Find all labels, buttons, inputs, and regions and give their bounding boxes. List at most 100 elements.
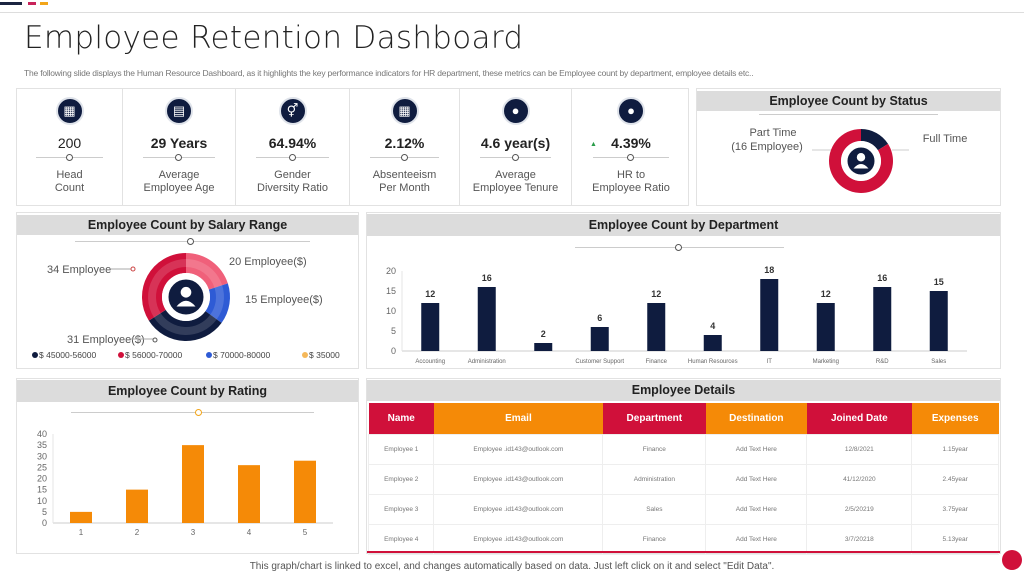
slider-track (143, 154, 215, 161)
legend-item: $ 56000-70000 (125, 350, 182, 360)
panel-title: Employee Count by Department (367, 214, 1000, 236)
x-tick-label: Human Resources (688, 359, 738, 365)
kpi-label: Gender Diversity Ratio (236, 169, 349, 195)
column-header[interactable]: Joined Date (806, 403, 912, 434)
x-tick-label: 3 (191, 528, 196, 537)
table-row[interactable]: Employee 3 Employee .id143@outlook.com Sal… (367, 493, 999, 525)
data-label: 16 (877, 273, 887, 283)
salary-slice (142, 253, 186, 321)
column-header[interactable]: Department (602, 403, 706, 434)
kpi-label: HR to Employee Ratio (572, 169, 690, 195)
label-full-time: Full Time (923, 133, 968, 145)
column-header[interactable]: Name (368, 403, 434, 434)
slider-track (75, 238, 310, 245)
kpi-value: 2.12% (384, 135, 425, 151)
slider-knob[interactable] (175, 154, 182, 161)
column-header[interactable]: Destination (705, 403, 807, 434)
salary-slice-band (210, 285, 224, 320)
data-label: 18 (764, 265, 774, 275)
bar (647, 303, 666, 351)
table-cell: Employee .id143@outlook.com (433, 523, 604, 555)
y-tick-label: 0 (391, 346, 396, 356)
x-tick-label: 4 (247, 528, 252, 537)
kpi-value: 4.6 year(s) (480, 135, 551, 151)
kpi-label-line: Employee Tenure (472, 182, 559, 194)
slider-knob[interactable] (187, 238, 194, 245)
table-cell: Add Text Here (705, 463, 808, 495)
table-row[interactable]: Employee 4 Employee .id143@outlook.com Fin… (367, 523, 999, 555)
page-title: Employee Retention Dashboard (24, 20, 524, 56)
slider-knob[interactable] (511, 154, 519, 161)
kpi-label-line: Average (158, 169, 200, 181)
slider-knob[interactable] (288, 154, 296, 161)
salary-slice (186, 253, 228, 290)
column-header[interactable]: Email (433, 403, 603, 434)
slider-knob[interactable] (65, 154, 73, 161)
calculator-icon: ▦ (55, 97, 84, 125)
table-cell: Employee 2 (367, 463, 435, 495)
data-label: 6 (597, 313, 602, 323)
salary-data-label: 31 Employee($) (67, 334, 145, 346)
person-icon-body (853, 164, 869, 169)
column-header[interactable]: Expenses (911, 403, 999, 434)
slider-knob[interactable] (400, 154, 408, 161)
data-label: 12 (821, 289, 831, 299)
table-cell: 2.45year (911, 463, 999, 495)
x-tick-label: Customer Support (575, 359, 624, 365)
table-cell: 3.75year (911, 493, 999, 525)
legend-item: $ 45000-56000 (39, 350, 96, 360)
kpi-label-line: Gender (274, 169, 311, 181)
table-cell: 1.15year (911, 433, 999, 465)
department-bar-chart: 0 5 10 15 20 12 Accounting 16 Administration 2 6 Cu… (386, 265, 967, 365)
kpi-card: ▦ 200 Head Count (17, 89, 123, 206)
table-cell: Add Text Here (705, 493, 808, 525)
kpi-value: 29 Years (150, 135, 208, 151)
kpi-label: Head Count (17, 169, 122, 195)
table-cell: Sales (602, 493, 707, 525)
bar (238, 465, 260, 523)
bar (126, 489, 148, 523)
panel-title: Employee Details (367, 380, 1000, 401)
salary-data-label: 15 Employee($) (245, 294, 323, 306)
table-cell: Employee 1 (367, 433, 435, 465)
page-subtitle: The following slide displays the Human R… (24, 68, 754, 78)
bar (703, 335, 722, 351)
kpi-label-line: Diversity Ratio (257, 182, 328, 194)
salary-slice-band (153, 313, 217, 335)
y-tick-label: 10 (386, 306, 396, 316)
bar (929, 291, 948, 351)
table-cell: Finance (602, 523, 707, 555)
kpi-label: Average Employee Age (123, 169, 235, 195)
table-cell: 3/7/20218 (806, 523, 913, 555)
bar (760, 279, 779, 351)
bar (294, 460, 316, 523)
calendar-icon: ▦ (390, 97, 419, 125)
y-tick-label: 10 (37, 496, 47, 506)
data-label: 16 (482, 273, 492, 283)
slider-knob[interactable] (627, 154, 634, 161)
slider-knob[interactable] (195, 409, 202, 416)
kpi-card: ▤ 29 Years Average Employee Age (123, 89, 236, 206)
slider-knob[interactable] (675, 244, 682, 251)
employee-icon: ● (617, 97, 645, 125)
data-label: 2 (541, 329, 546, 339)
data-label: 4 (710, 321, 715, 331)
bar (590, 327, 609, 351)
x-tick-label: Administration (468, 359, 506, 365)
table-row[interactable]: Employee 1 Employee .id143@outlook.com Fin… (367, 433, 999, 465)
person-icon-head (180, 286, 192, 298)
panel-title: Employee Count by Salary Range (17, 215, 358, 235)
status-slice (861, 129, 889, 151)
kpi-value: 64.94% (268, 135, 317, 151)
kpi-strip: ▦ 200 Head Count ▤ 29 Years Average Employee Ag… (16, 88, 689, 206)
kpi-card: ● 4.6 year(s) Average Employee Tenure (460, 89, 572, 206)
presentation-icon: ▤ (165, 97, 193, 125)
kpi-label-line: Absenteeism (372, 169, 437, 181)
kpi-card: ● 4.39% ▲ HR to Employee Ratio (572, 89, 690, 206)
table-row[interactable]: Employee 2 Employee .id143@outlook.com Adm… (367, 463, 999, 495)
kpi-card: ▦ 2.12% Absenteeism Per Month (350, 89, 460, 206)
table-cell: 2/5/20219 (806, 493, 913, 525)
status-panel: Employee Count by Status Part Time (16 E… (696, 88, 1001, 206)
slider-track (256, 154, 329, 161)
table-cell: 12/8/2021 (806, 433, 913, 465)
